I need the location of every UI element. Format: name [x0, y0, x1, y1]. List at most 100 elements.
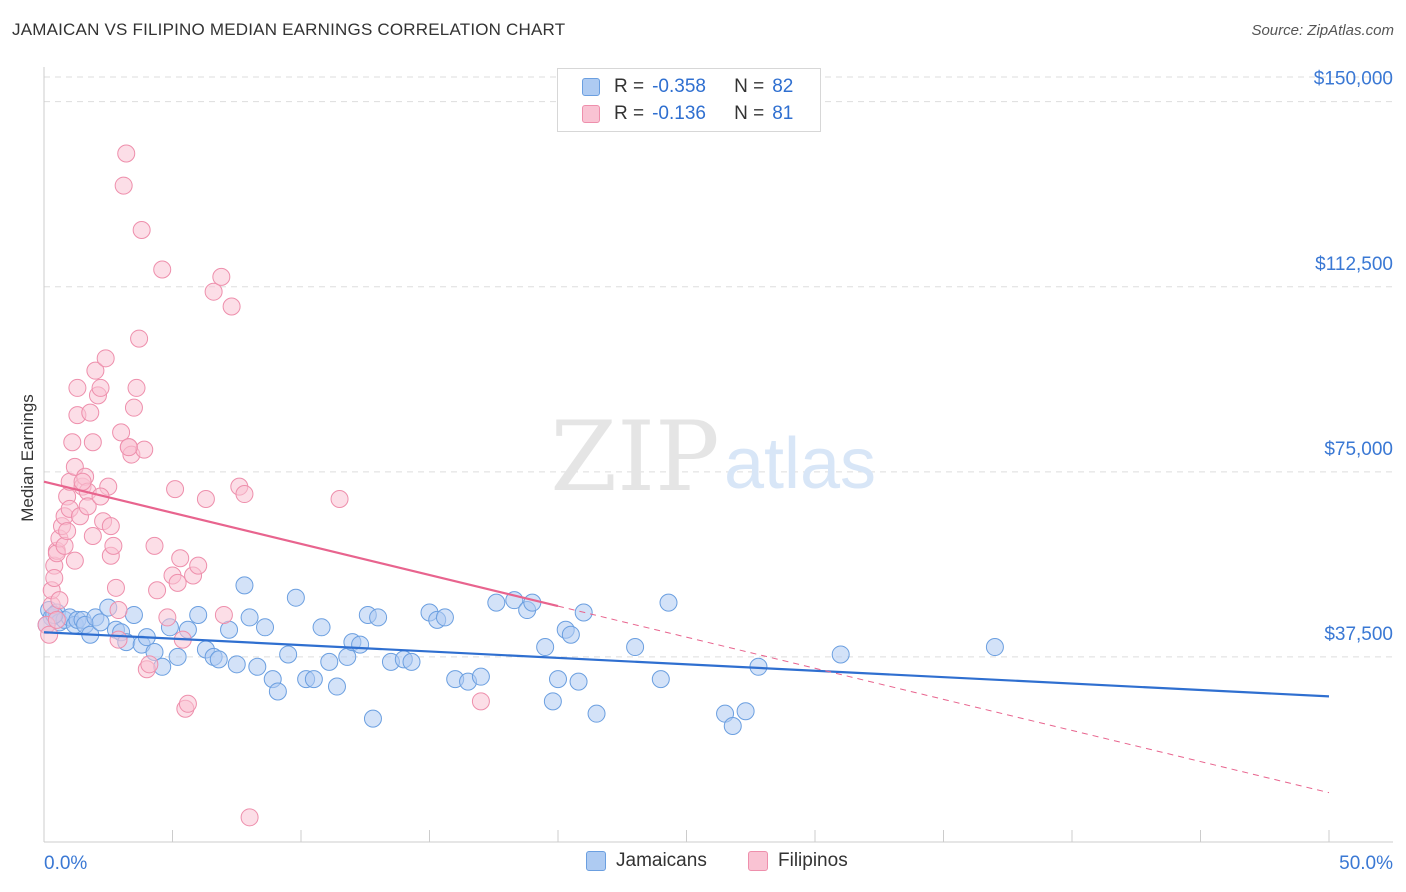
r-value: -0.358	[652, 76, 706, 97]
filipinos-point	[171, 549, 190, 568]
filipinos-point	[58, 522, 77, 541]
filipinos-point	[204, 282, 223, 301]
legend-row-filipinos: R = -0.136 N = 81	[582, 102, 793, 126]
filipinos-point	[78, 497, 97, 516]
filipinos-point	[127, 378, 146, 397]
jamaicans-point	[471, 667, 490, 686]
filipinos-point	[132, 221, 151, 239]
gridlines	[44, 76, 1393, 658]
filipinos-point	[86, 361, 105, 380]
r-value: -0.136	[652, 103, 706, 124]
filipinos-point	[119, 438, 138, 457]
filipinos-point	[214, 605, 233, 624]
jamaicans-point	[363, 709, 382, 728]
jamaicans-point	[587, 704, 606, 723]
filipinos-point	[109, 601, 128, 620]
chart-title: JAMAICAN VS FILIPINO MEDIAN EARNINGS COR…	[12, 20, 566, 39]
filipinos-point	[106, 578, 125, 597]
jamaicans-point	[227, 655, 246, 674]
jamaicans-point	[327, 677, 346, 696]
filipinos-point	[148, 581, 167, 600]
filipinos-point	[45, 568, 64, 587]
jamaicans-swatch	[582, 78, 600, 96]
watermark: ZIP atlas	[550, 401, 876, 513]
trend-lines	[43, 480, 1330, 794]
filipinos-point	[47, 610, 66, 629]
filipinos-point	[65, 551, 84, 570]
n-value: 82	[772, 76, 794, 97]
filipinos-point	[96, 349, 115, 368]
filipinos-point	[240, 808, 259, 827]
filipinos-point	[81, 403, 100, 422]
jamaicans-point	[168, 647, 187, 666]
jamaicans-point	[369, 608, 388, 627]
jamaicans-point	[240, 608, 259, 627]
filipinos-point	[130, 329, 149, 348]
jamaicans-point	[124, 605, 143, 624]
jamaicans-point	[91, 613, 110, 632]
jamaicans-point	[549, 670, 567, 689]
filipinos-point	[189, 556, 208, 575]
correlation-legend: R = -0.358 N = 82 R = -0.136 N = 81	[557, 68, 821, 132]
filipinos-point	[117, 144, 136, 163]
jamaicans-point	[235, 576, 254, 595]
filipinos-point	[83, 527, 102, 545]
jamaicans-trend-line	[43, 631, 1330, 698]
filipinos-point	[166, 480, 185, 499]
x-tick-label: 0.0%	[44, 853, 87, 874]
filipinos-point	[330, 489, 349, 508]
jamaicans-point	[723, 717, 742, 736]
filipinos-legend-label: Filipinos	[778, 850, 848, 871]
r-label: R =	[614, 103, 645, 124]
filipinos-points	[37, 144, 490, 827]
r-label: R =	[614, 76, 645, 97]
watermark-atlas: atlas	[724, 424, 876, 504]
jamaicans-point	[268, 682, 287, 701]
n-label: N =	[734, 103, 765, 124]
jamaicans-point	[248, 657, 267, 676]
filipinos-point	[222, 297, 241, 316]
jamaicans-point	[304, 670, 323, 689]
tick-labels: $37,500 $75,000 $112,500 $150,000 0.0% 50.0%	[44, 69, 1393, 874]
watermark-zip: ZIP	[550, 401, 719, 513]
jamaicans-point	[256, 618, 275, 637]
filipinos-point	[235, 485, 254, 504]
jamaicans-point	[626, 638, 645, 657]
filipinos-point	[101, 517, 120, 536]
jamaicans-legend-label: Jamaicans	[616, 850, 707, 871]
jamaicans-point	[209, 650, 228, 669]
filipinos-point	[212, 267, 231, 286]
filipinos-point	[104, 536, 123, 555]
filipinos-point	[168, 573, 187, 592]
jamaicans-point	[985, 638, 1004, 657]
jamaicans-point	[736, 702, 755, 721]
jamaicans-point	[569, 672, 588, 691]
filipinos-swatch	[582, 105, 600, 123]
jamaicans-point	[435, 608, 454, 627]
filipinos-point	[114, 176, 133, 195]
filipinos-point	[158, 608, 177, 627]
jamaicans-point	[312, 618, 331, 637]
jamaicans-point	[351, 635, 370, 654]
source-credit: Source: ZipAtlas.com	[1251, 22, 1394, 39]
y-tick-label: $112,500	[1315, 254, 1393, 275]
jamaicans-point	[659, 593, 678, 612]
filipinos-trend-extension	[557, 605, 1330, 794]
bottom-legend-jamaicans: Jamaicans	[586, 850, 707, 872]
jamaicans-point	[487, 593, 506, 612]
jamaicans-point	[523, 593, 542, 612]
filipinos-point	[124, 398, 143, 417]
jamaicans-point	[320, 652, 339, 671]
n-label: N =	[734, 76, 765, 97]
filipinos-point	[145, 536, 164, 555]
filipinos-legend-swatch	[748, 851, 768, 871]
jamaicans-point	[189, 605, 208, 624]
jamaicans-point	[561, 625, 580, 644]
filipinos-point	[153, 260, 172, 279]
filipinos-point	[91, 378, 110, 397]
filipinos-point	[55, 536, 74, 555]
bottom-legend-filipinos: Filipinos	[748, 850, 848, 872]
filipinos-point	[178, 694, 197, 713]
jamaicans-point	[536, 638, 555, 657]
filipinos-point	[63, 433, 82, 452]
